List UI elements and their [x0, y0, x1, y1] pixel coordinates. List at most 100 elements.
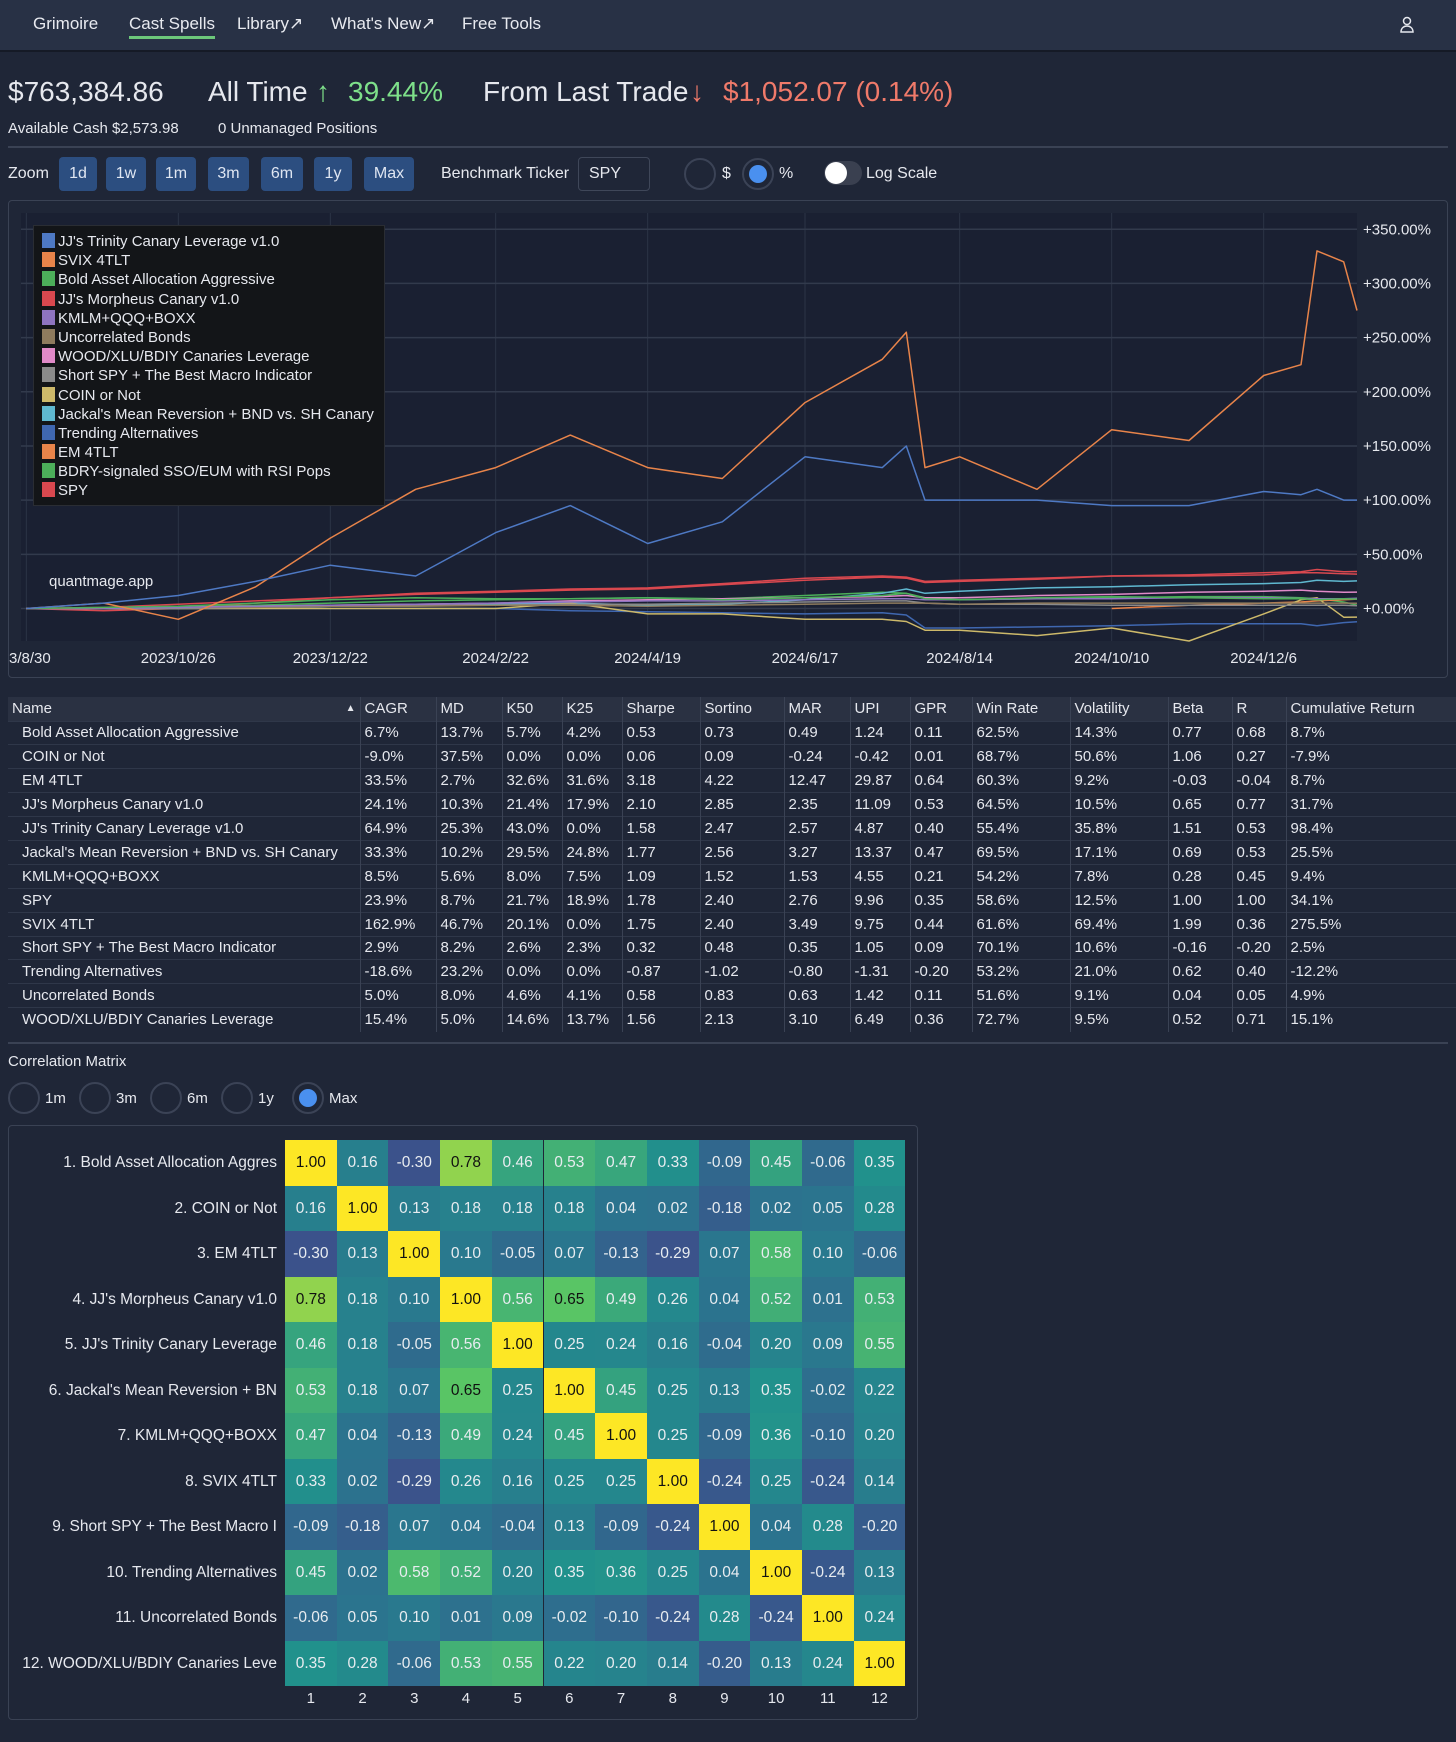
mode-percent-radio[interactable]	[742, 158, 774, 190]
legend-swatch	[42, 252, 55, 268]
legend-label: COIN or Not	[58, 386, 141, 404]
legend-label: Trending Alternatives	[58, 424, 199, 442]
legend-item[interactable]: Trending Alternatives	[42, 424, 378, 443]
legend-item[interactable]: Uncorrelated Bonds	[42, 328, 378, 347]
table-row[interactable]: JJ's Morpheus Canary v1.0 24.1% 10.3% 21.4%…	[8, 792, 1456, 817]
matrix-cell: -0.02	[543, 1595, 596, 1641]
table-row[interactable]: Jackal's Mean Reversion + BND vs. SH Can…	[8, 839, 1456, 865]
nav-grimoire[interactable]: Grimoire	[33, 14, 99, 33]
legend-item[interactable]: KMLM+QQQ+BOXX	[42, 309, 378, 328]
zoom-1y-button[interactable]: 1y	[314, 157, 352, 191]
matrix-cell: 0.33	[646, 1140, 699, 1186]
metric-cell: 0.05	[1232, 983, 1287, 1008]
column-header-k50[interactable]: K50	[502, 697, 563, 721]
legend-item[interactable]: SVIX 4TLT	[42, 251, 378, 270]
legend-item[interactable]: JJ's Trinity Canary Leverage v1.0	[42, 232, 378, 251]
matrix-cell: 1.00	[543, 1367, 596, 1413]
matrix-cell: 0.52	[440, 1549, 492, 1595]
matrix-cell: 0.16	[491, 1458, 544, 1504]
legend-item[interactable]: SPY	[42, 481, 378, 500]
y-tick-label: +50.00%	[1363, 546, 1423, 563]
metric-cell: 2.6%	[502, 935, 563, 960]
table-row[interactable]: Trending Alternatives -18.6% 23.2% 0.0% 0.0%…	[8, 959, 1456, 984]
table-row[interactable]: SPY 23.9% 8.7% 21.7% 18.9% 1.78 2.40 2.76 9.96 0.…	[8, 887, 1456, 913]
legend-item[interactable]: Jackal's Mean Reversion + BND vs. SH Can…	[42, 405, 378, 424]
nav-whats-new[interactable]: What's New↗	[331, 14, 436, 33]
legend-item[interactable]: JJ's Morpheus Canary v1.0	[42, 290, 378, 309]
metric-cell: 0.63	[784, 983, 851, 1008]
matrix-cell: 0.07	[698, 1231, 751, 1277]
legend-item[interactable]: WOOD/XLU/BDIY Canaries Leverage	[42, 347, 378, 366]
period-radio-max[interactable]	[292, 1082, 324, 1114]
matrix-col-label: 5	[513, 1690, 522, 1707]
column-header-sortino[interactable]: Sortino	[700, 697, 785, 721]
column-header-name[interactable]: Name ▲	[8, 697, 361, 721]
column-header-win-rate[interactable]: Win Rate	[972, 697, 1071, 721]
legend-swatch	[42, 424, 55, 440]
table-row[interactable]: Short SPY + The Best Macro Indicator 2.9%…	[8, 935, 1456, 960]
zoom-1w-button[interactable]: 1w	[106, 157, 146, 191]
metric-cell: 11.09	[850, 792, 911, 817]
matrix-cell: 1.00	[646, 1458, 699, 1504]
metric-cell: 18.9%	[562, 887, 623, 913]
benchmark-ticker-input[interactable]	[578, 157, 650, 191]
table-row[interactable]: KMLM+QQQ+BOXX 8.5% 5.6% 8.0% 7.5% 1.09 1.52 1.5…	[8, 863, 1456, 889]
matrix-cell: 0.53	[440, 1640, 492, 1686]
log-scale-toggle[interactable]	[824, 161, 862, 185]
metric-cell: 13.37	[850, 839, 911, 865]
matrix-cell: 0.05	[802, 1185, 854, 1231]
matrix-row-label: 1. Bold Asset Allocation Aggres	[63, 1154, 277, 1171]
table-row[interactable]: WOOD/XLU/BDIY Canaries Leverage 15.4% 5.0%…	[8, 1007, 1456, 1032]
matrix-cell: 0.09	[802, 1322, 854, 1368]
period-label: 6m	[187, 1090, 208, 1107]
matrix-cell: 0.05	[336, 1595, 389, 1641]
column-header-cagr[interactable]: CAGR	[360, 697, 437, 721]
legend-item[interactable]: Short SPY + The Best Macro Indicator	[42, 366, 378, 385]
nav-free-tools[interactable]: Free Tools	[462, 14, 542, 33]
zoom-1m-button[interactable]: 1m	[156, 157, 196, 191]
period-radio-1y[interactable]	[221, 1082, 253, 1114]
table-row[interactable]: JJ's Trinity Canary Leverage v1.0 64.9% 25…	[8, 816, 1456, 841]
legend-item[interactable]: BDRY-signaled SSO/EUM with RSI Pops	[42, 462, 378, 481]
x-tick-label: 2024/2/22	[462, 650, 529, 667]
table-row[interactable]: Uncorrelated Bonds 5.0% 8.0% 4.6% 4.1% 0.58 0.…	[8, 983, 1456, 1008]
user-icon[interactable]	[1398, 15, 1416, 33]
column-header-cumulative-return[interactable]: Cumulative Return	[1286, 697, 1456, 721]
metric-cell: 0.47	[910, 839, 973, 865]
matrix-cell: 0.16	[646, 1322, 699, 1368]
nav-library[interactable]: Library↗	[237, 14, 304, 33]
period-radio-3m[interactable]	[79, 1082, 111, 1114]
column-header-md[interactable]: MD	[436, 697, 503, 721]
table-row[interactable]: EM 4TLT 33.5% 2.7% 32.6% 31.6% 3.18 4.22 12.47 2…	[8, 768, 1456, 793]
zoom-1d-button[interactable]: 1d	[59, 157, 97, 191]
column-header-sharpe[interactable]: Sharpe	[622, 697, 701, 721]
column-header-k25[interactable]: K25	[562, 697, 623, 721]
table-row[interactable]: Bold Asset Allocation Aggressive 6.7% 13.7…	[8, 720, 1456, 745]
table-row[interactable]: COIN or Not -9.0% 37.5% 0.0% 0.0% 0.06 0.09 -0.…	[8, 744, 1456, 769]
mode-dollar-radio[interactable]	[684, 158, 716, 190]
zoom-max-button[interactable]: Max	[364, 157, 414, 191]
metric-cell: 1.58	[622, 816, 701, 841]
legend-item[interactable]: EM 4TLT	[42, 443, 378, 462]
column-header-gpr[interactable]: GPR	[910, 697, 973, 721]
metric-cell: 0.11	[910, 983, 973, 1008]
column-header-volatility[interactable]: Volatility	[1070, 697, 1169, 721]
metric-cell: 2.13	[700, 1007, 785, 1032]
matrix-cell: -0.10	[802, 1413, 854, 1459]
zoom-3m-button[interactable]: 3m	[208, 157, 249, 191]
column-header-r[interactable]: R	[1232, 697, 1287, 721]
period-radio-6m[interactable]	[150, 1082, 182, 1114]
column-header-upi[interactable]: UPI	[850, 697, 911, 721]
series-line-uncorrelated-bonds	[26, 602, 1358, 610]
table-row[interactable]: SVIX 4TLT 162.9% 46.7% 20.1% 0.0% 1.75 2.40 3.4…	[8, 911, 1456, 937]
metric-cell: -0.87	[622, 959, 701, 984]
column-header-mar[interactable]: MAR	[784, 697, 851, 721]
legend-item[interactable]: COIN or Not	[42, 386, 378, 405]
column-header-beta[interactable]: Beta	[1168, 697, 1233, 721]
metric-cell: 1.06	[1168, 744, 1233, 769]
period-radio-1m[interactable]	[8, 1082, 40, 1114]
zoom-6m-button[interactable]: 6m	[261, 157, 303, 191]
legend-item[interactable]: Bold Asset Allocation Aggressive	[42, 270, 378, 289]
balance: $763,384.86	[8, 76, 164, 107]
nav-cast-spells[interactable]: Cast Spells	[129, 14, 215, 39]
